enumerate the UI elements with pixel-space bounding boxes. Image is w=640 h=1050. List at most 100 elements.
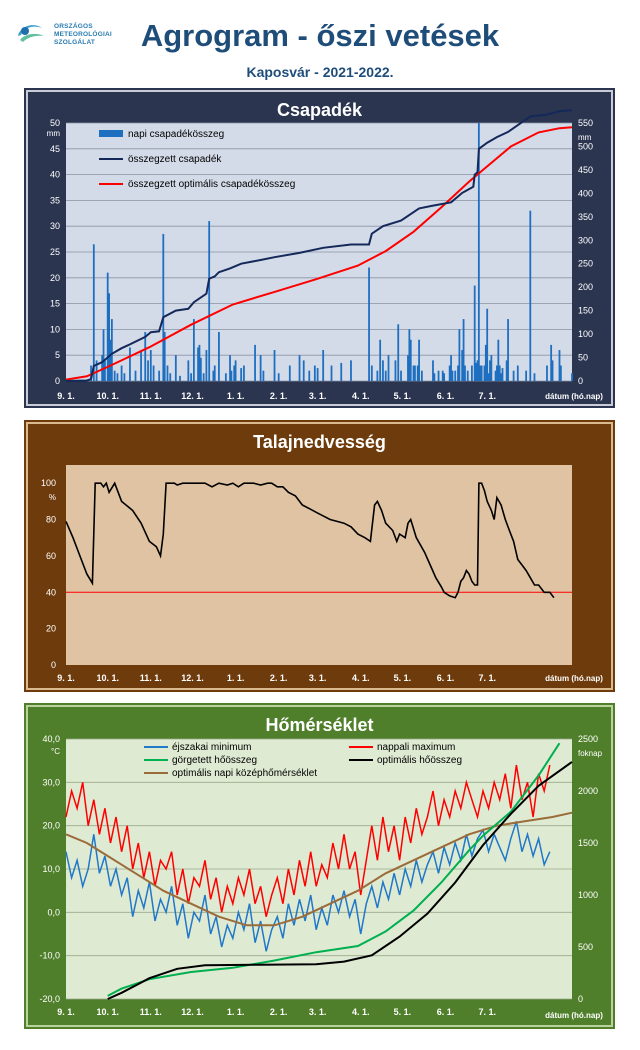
precip-bar xyxy=(525,370,528,381)
precip-bar xyxy=(149,350,152,381)
precip-bar xyxy=(90,365,92,381)
x-axis-unit: dátum (hó.nap) xyxy=(545,1011,603,1020)
chart-title: Hőmérséklet xyxy=(265,715,373,735)
precip-bar xyxy=(376,370,379,381)
x-tick-label: 10. 1. xyxy=(96,391,119,401)
precip-bar xyxy=(224,373,227,381)
y-tick-label: -20,0 xyxy=(39,994,60,1004)
precip-bar xyxy=(302,360,305,381)
precip-bar xyxy=(433,373,436,381)
precip-bar xyxy=(140,350,142,381)
y2-axis-label: foknap xyxy=(578,749,603,758)
y-tick-label: 50 xyxy=(50,118,60,128)
y-tick-label: -10,0 xyxy=(39,951,60,961)
precip-bar xyxy=(234,360,237,381)
y2-tick-label: 150 xyxy=(578,306,593,316)
y2-tick-label: 1000 xyxy=(578,890,598,900)
precip-bar xyxy=(243,365,245,381)
precip-bar xyxy=(152,365,155,381)
logo-line-2: METEOROLÓGIAI xyxy=(54,31,112,38)
x-tick-label: 11. 1. xyxy=(140,391,162,401)
soil-moisture-line xyxy=(65,481,555,599)
precipitation-panel: Csapadék 0 5 10 15 20 25 30 35 40 45 50 0 50 100 150 200… xyxy=(24,88,615,408)
y2-tick-label: 100 xyxy=(578,329,593,339)
y-tick-label: 100 xyxy=(41,478,56,488)
precip-bar xyxy=(448,365,451,381)
precip-bar xyxy=(340,362,343,381)
precip-bar xyxy=(273,350,276,381)
precip-bar xyxy=(198,344,201,381)
precip-bar xyxy=(476,360,479,381)
y2-tick-label: 400 xyxy=(578,188,593,198)
precip-bar xyxy=(213,365,216,381)
x-tick-label: 1. 1. xyxy=(227,1007,245,1017)
y-tick-label: 40 xyxy=(46,587,56,597)
precip-bar xyxy=(475,362,477,381)
precip-bar xyxy=(322,350,325,381)
precip-bar xyxy=(516,365,519,381)
logo-text: ORSZÁGOS METEOROLÓGIAI SZOLGÁLAT xyxy=(54,23,112,47)
precip-bar xyxy=(505,360,508,381)
temperature-chart: Hőmérséklet -20,0 -10,0 0,0 10,0 20,0 30,0 40,0… xyxy=(24,703,615,1029)
precip-bar xyxy=(174,355,177,381)
precip-bar xyxy=(109,339,112,381)
precip-bar xyxy=(197,347,199,381)
legend-label: napi csapadékösszeg xyxy=(128,129,224,140)
precip-bar xyxy=(368,267,370,381)
precip-bar xyxy=(409,339,412,381)
precip-bar xyxy=(113,370,116,381)
precip-bar xyxy=(486,308,489,381)
x-axis-unit: dátum (hó.nap) xyxy=(545,674,603,683)
precip-bar xyxy=(558,350,561,381)
x-tick-label: 4. 1. xyxy=(352,1007,370,1017)
precip-bar xyxy=(489,360,491,381)
x-tick-label: 12. 1. xyxy=(181,673,204,683)
precip-bar xyxy=(466,370,469,381)
precip-bar xyxy=(134,370,137,381)
soil-moisture-chart: Talajnedvesség 0 20 40 60 80 100% 9. 1. 10. 1. 11… xyxy=(24,420,615,692)
logo-swirl-icon xyxy=(18,25,44,42)
precip-bar xyxy=(229,355,231,381)
legend-label: nappali maximum xyxy=(377,742,455,753)
x-tick-label: 11. 1. xyxy=(140,1007,162,1017)
precip-bar xyxy=(477,123,480,381)
x-tick-label: 9. 1. xyxy=(57,391,75,401)
legend-label: görgetett hőösszeg xyxy=(172,755,257,766)
precip-bar xyxy=(187,360,190,381)
panel-border xyxy=(26,422,613,690)
y-tick-label: 0 xyxy=(55,376,60,386)
x-tick-label: 7. 1. xyxy=(478,673,496,683)
precip-bar xyxy=(370,365,373,381)
precip-bar xyxy=(397,324,400,381)
precip-bar xyxy=(571,373,573,381)
precip-bar xyxy=(192,319,195,381)
rolling-heat-sum-line xyxy=(107,742,561,997)
logo-line-3: SZOLGÁLAT xyxy=(54,39,96,46)
x-tick-label: 1. 1. xyxy=(227,673,245,683)
precip-bar xyxy=(166,365,169,381)
precip-bar xyxy=(416,365,419,381)
precip-bar xyxy=(432,360,434,381)
precip-bar xyxy=(108,293,110,381)
precip-bar xyxy=(277,373,280,381)
precip-bar xyxy=(288,365,291,381)
x-tick-label: 6. 1. xyxy=(437,673,455,683)
precip-bar xyxy=(457,365,459,381)
y-tick-label: 40 xyxy=(50,170,60,180)
chart-title: Talajnedvesség xyxy=(253,432,386,452)
x-tick-label: 7. 1. xyxy=(478,391,496,401)
precip-bar xyxy=(179,375,181,381)
precip-bar xyxy=(529,210,532,381)
cumulative-precip-line xyxy=(65,109,573,382)
precip-bar xyxy=(110,319,113,381)
nightly-min-line xyxy=(65,821,551,952)
x-tick-label: 5. 1. xyxy=(394,673,412,683)
precip-bar xyxy=(512,370,515,381)
precip-bar xyxy=(120,365,123,381)
precip-bar xyxy=(199,357,202,381)
precip-bar xyxy=(441,370,444,381)
precip-bar xyxy=(313,365,316,381)
precip-bar xyxy=(92,244,95,381)
x-tick-label: 5. 1. xyxy=(394,1007,412,1017)
temperature-panel: Hőmérséklet -20,0 -10,0 0,0 10,0 20,0 30,0 40,0… xyxy=(24,703,615,1029)
